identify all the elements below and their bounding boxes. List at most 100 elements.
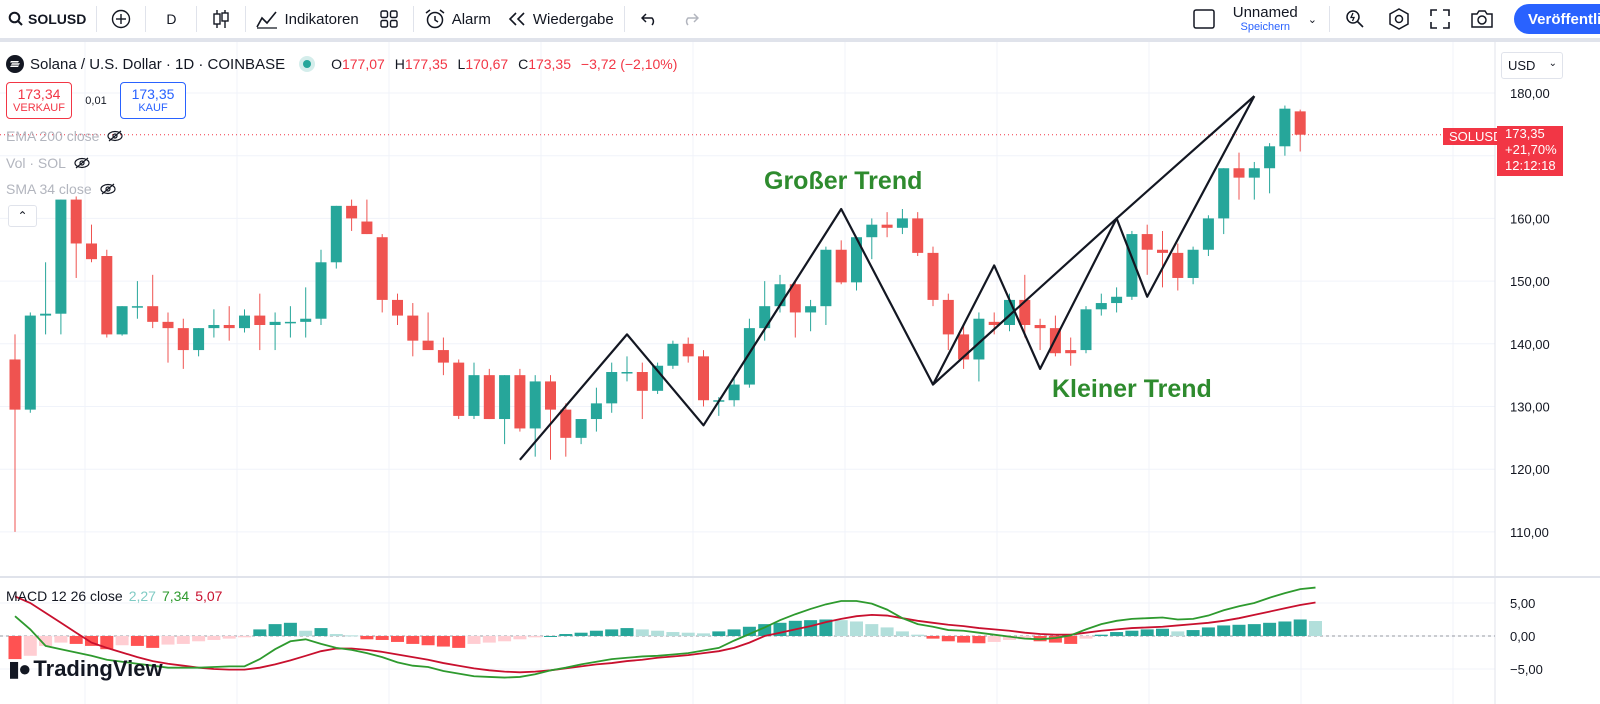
macd-histogram-bar	[391, 636, 404, 642]
annotation-small-trend[interactable]: Kleiner Trend	[1052, 375, 1212, 403]
candle-body	[1004, 299, 1015, 325]
macd-line-value: 7,34	[161, 588, 190, 604]
candle-body	[9, 359, 21, 410]
templates-button[interactable]	[367, 0, 411, 38]
candle-body	[1095, 303, 1107, 310]
tradingview-logo[interactable]: ▮● TradingView	[8, 656, 163, 682]
candle-body	[590, 403, 602, 420]
chevron-up-icon: ⌃	[17, 209, 28, 223]
macd-histogram-bar	[406, 636, 420, 644]
macd-histogram-bar	[375, 636, 389, 640]
annotation-big-trend[interactable]: Großer Trend	[764, 167, 923, 195]
logo-text: TradingView	[33, 656, 163, 681]
symbol-search[interactable]: SOLUSD	[0, 0, 94, 38]
candle-body	[866, 224, 878, 238]
settings-button[interactable]	[1378, 0, 1420, 38]
indicator-label: Vol · SOL	[6, 155, 66, 171]
macd-histogram-bar	[1278, 621, 1292, 636]
macd-legend[interactable]: MACD 12 26 close 2,27 7,34 5,07	[6, 588, 222, 604]
macd-line	[14, 586, 1316, 679]
search-icon	[8, 11, 23, 26]
bar-countdown: 12:12:18	[1505, 158, 1556, 173]
snapshot-button[interactable]	[1460, 0, 1504, 38]
layout-checkbox[interactable]	[1185, 0, 1223, 38]
layout-name[interactable]: Unnamed Speichern	[1233, 5, 1298, 33]
candles-icon	[213, 10, 230, 28]
trade-panel: 173,34 VERKAUF 0,01 173,35 KAUF	[6, 82, 186, 119]
macd-histogram-bar	[544, 636, 557, 637]
macd-histogram-bar	[1217, 625, 1231, 636]
candle-body	[1111, 296, 1123, 304]
save-label: Speichern	[1240, 21, 1291, 33]
collapse-legend-button[interactable]: ⌃	[8, 205, 37, 227]
buy-button[interactable]: 173,35 KAUF	[120, 82, 186, 119]
indicator-row-volume[interactable]: Vol · SOL	[6, 155, 90, 171]
replay-label: Wiedergabe	[532, 10, 614, 28]
candle-body	[1279, 108, 1291, 147]
price-axis-label: 130,00	[1510, 400, 1550, 415]
candle-body	[1294, 111, 1306, 135]
macd-histogram-bar	[1232, 624, 1246, 636]
macd-histogram-bar	[574, 632, 588, 636]
chart-type-button[interactable]	[199, 0, 243, 38]
macd-histogram-bar	[329, 634, 343, 636]
macd-histogram-bar	[804, 620, 818, 636]
interval-button[interactable]: D	[166, 11, 177, 27]
candle-body	[942, 299, 954, 335]
candle-body	[805, 306, 817, 313]
chart-canvas[interactable]: 180,00170,00160,00150,00140,00130,00120,…	[0, 42, 1600, 704]
publish-button[interactable]: Veröffentlichen	[1514, 4, 1600, 34]
macd-histogram-bar	[651, 630, 665, 636]
fullscreen-button[interactable]	[1420, 0, 1460, 38]
currency-select[interactable]: USD ⌄	[1501, 52, 1563, 79]
candle-body	[147, 306, 159, 322]
macd-histogram-bar	[850, 621, 863, 636]
candle-body	[728, 384, 740, 401]
candle-body	[973, 318, 985, 360]
trend-line	[932, 95, 1256, 386]
indicators-button[interactable]: Indikatoren	[248, 0, 366, 38]
candle-body	[682, 343, 694, 357]
candle-body	[835, 249, 847, 283]
macd-histogram-bar	[911, 634, 925, 636]
macd-histogram-bar	[972, 636, 986, 644]
candle-body	[667, 343, 679, 366]
candle-body	[1065, 350, 1077, 354]
macd-histogram-bar	[758, 624, 772, 636]
alert-label: Alarm	[451, 10, 491, 28]
compare-button[interactable]	[99, 0, 143, 38]
macd-axis-label: −5,00	[1510, 662, 1543, 677]
rewind-icon	[508, 12, 525, 26]
replay-button[interactable]: Wiedergabe	[499, 0, 622, 38]
chevron-down-icon: ⌄	[1548, 58, 1557, 69]
sell-button[interactable]: 173,34 VERKAUF	[6, 82, 72, 119]
divider	[245, 6, 247, 32]
price-axis-label: 150,00	[1510, 274, 1550, 289]
indicator-label: EMA 200 close	[6, 128, 100, 144]
macd-histogram-bar	[987, 636, 1001, 642]
candle-body	[1019, 299, 1031, 325]
divider	[412, 6, 414, 32]
quick-search-icon	[1346, 10, 1364, 28]
macd-histogram-bar	[1003, 636, 1016, 640]
layout-menu-button[interactable]: ⌄	[1298, 0, 1327, 38]
change-value: −3,72 (−2,10%)	[580, 56, 678, 72]
indicator-row-ema[interactable]: EMA 200 close	[6, 128, 123, 144]
redo-button[interactable]	[673, 0, 707, 38]
indicator-row-sma[interactable]: SMA 34 close	[6, 181, 116, 197]
eye-off-icon[interactable]	[100, 183, 116, 195]
alert-button[interactable]: Alarm	[416, 0, 499, 38]
quick-search-button[interactable]	[1332, 0, 1378, 38]
macd-histogram-bar	[712, 631, 726, 636]
candle-body	[1218, 168, 1230, 219]
undo-button[interactable]	[627, 0, 673, 38]
macd-histogram-bar	[421, 636, 435, 646]
macd-histogram-bar	[161, 636, 175, 645]
candle-body	[896, 218, 908, 228]
eye-off-icon[interactable]	[74, 157, 90, 169]
candle-body	[422, 340, 434, 351]
macd-histogram-bar	[436, 636, 450, 647]
macd-histogram-bar	[268, 624, 282, 636]
candle-body	[239, 315, 250, 329]
eye-off-icon[interactable]	[107, 130, 123, 142]
